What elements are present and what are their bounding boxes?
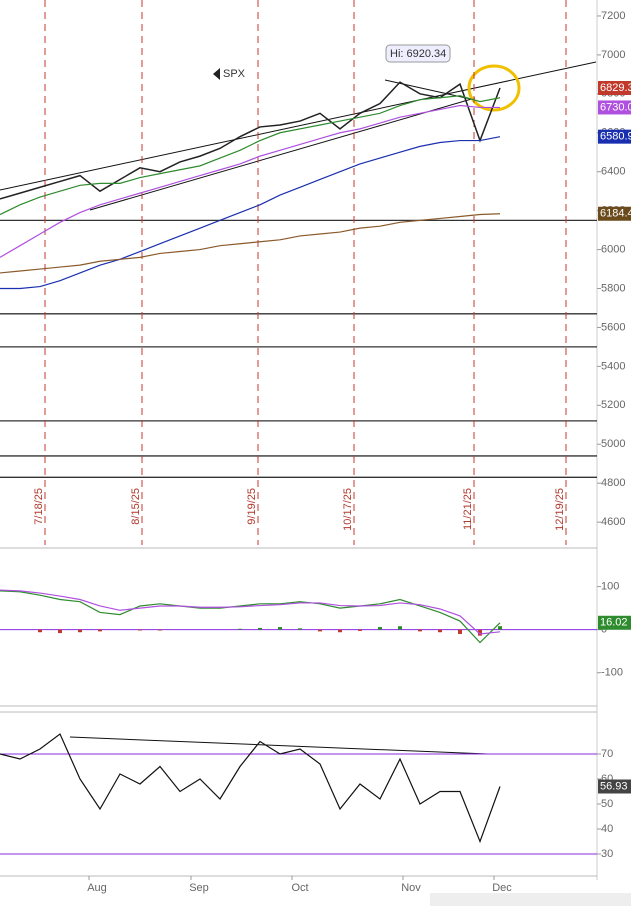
event-date-label: 10/17/25 [342, 488, 354, 531]
hi-label: Hi: 6920.34 [390, 48, 446, 60]
histogram-bar [78, 629, 82, 633]
y-tick-label: 40 [601, 823, 613, 835]
y-tick-label: 5800 [601, 282, 625, 294]
histogram-bar [98, 629, 102, 632]
last-value-box [598, 206, 631, 221]
y-tick-label: 70 [601, 748, 613, 760]
last-value-label: 56.93 [600, 780, 628, 792]
event-date-label: 7/18/25 [33, 488, 45, 525]
x-tick-label: Oct [291, 882, 308, 894]
x-tick-label: Dec [492, 882, 512, 894]
histogram-bar [398, 626, 402, 630]
spx-marker [213, 68, 220, 80]
series-line [0, 95, 501, 216]
status-bar [430, 893, 631, 906]
histogram-bar [298, 628, 302, 630]
histogram-bar [418, 629, 422, 632]
series-line [0, 213, 501, 274]
series-line [0, 104, 500, 258]
histogram-bar [58, 629, 62, 634]
last-value-box [598, 80, 631, 95]
y-tick-label: 100 [601, 581, 619, 593]
histogram-bar [258, 627, 262, 630]
histogram-bar [358, 629, 362, 631]
last-value-box [598, 779, 631, 794]
last-value-label: 16.02 [600, 617, 628, 629]
y-tick-label: 7000 [601, 49, 625, 61]
y-tick-label: 50 [601, 798, 613, 810]
event-date-label: 8/15/25 [130, 488, 142, 525]
channel-upper [0, 61, 597, 191]
channel-lower [89, 97, 476, 211]
histogram-bar [438, 629, 442, 633]
histogram-bar [278, 627, 282, 630]
event-date-label: 9/19/25 [246, 488, 258, 525]
y-tick-label: 7200 [601, 10, 625, 22]
histogram-bar [238, 628, 242, 630]
y-tick-label: 4600 [601, 516, 625, 528]
x-tick-label: Sep [189, 882, 209, 894]
series-line [0, 136, 501, 290]
event-date-label: 11/21/25 [462, 488, 474, 530]
last-value-label: 6580.9 [600, 131, 631, 143]
histogram-bar [138, 629, 142, 631]
y-tick-label: 30 [601, 848, 613, 860]
histogram-bar [458, 629, 462, 634]
y-tick-label: 5200 [601, 399, 625, 411]
y-tick-label: 5400 [601, 360, 625, 372]
highlight-circle [467, 64, 521, 112]
histogram-bar [318, 629, 322, 632]
hi-callout [385, 44, 451, 63]
y-tick-label: 5600 [601, 321, 625, 333]
y-tick-label: 4800 [601, 477, 625, 489]
last-value-box [598, 129, 631, 144]
rsi-trend-line [69, 736, 489, 755]
symbol-label: SPX [223, 68, 246, 80]
last-value-label: 6184.4 [600, 208, 631, 220]
series-line [0, 81, 501, 200]
last-value-label: 6829.3 [600, 82, 631, 94]
y-tick-label: 6000 [601, 243, 625, 255]
histogram-bar [498, 626, 502, 630]
x-tick-label: Aug [87, 882, 107, 894]
histogram-bar [378, 627, 382, 630]
y-tick-label: 6400 [601, 166, 625, 178]
event-date-label: 12/19/25 [554, 488, 566, 531]
trend-line [384, 79, 476, 101]
histogram-bar [38, 629, 42, 633]
y-tick-label: 5000 [601, 438, 625, 450]
last-value-box [598, 100, 631, 115]
histogram-bar [478, 629, 482, 636]
histogram-bar [338, 629, 342, 633]
series-line [0, 589, 501, 635]
x-tick-label: Nov [401, 882, 421, 894]
last-value-box [598, 615, 631, 630]
histogram-bar [158, 629, 162, 631]
last-value-label: 6730.0 [600, 101, 631, 113]
y-tick-label: -100 [601, 667, 623, 679]
series-line [0, 733, 501, 844]
